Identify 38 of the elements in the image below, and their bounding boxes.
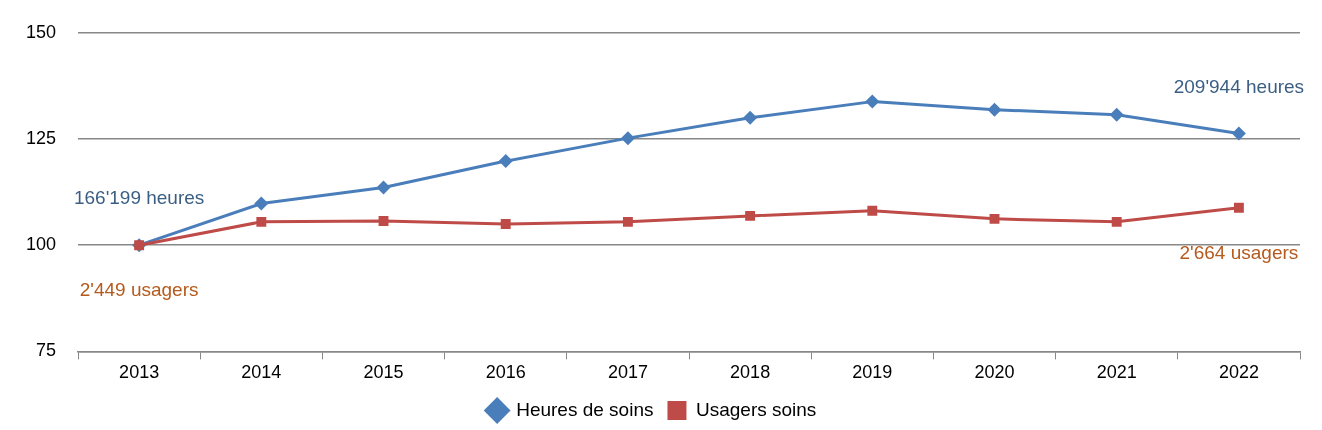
point [867, 205, 878, 216]
point [865, 94, 880, 109]
point [376, 180, 391, 195]
annotation: 209'944 heures [1173, 75, 1305, 97]
x-tick-label: 2014 [241, 362, 282, 383]
point [1109, 107, 1124, 122]
x-tick-label: 2017 [607, 362, 648, 383]
x-tick-label: 2022 [1218, 362, 1259, 383]
point [256, 216, 267, 227]
annotation: 2'664 usagers [1179, 242, 1299, 264]
annotation: 2'449 usagers [79, 279, 199, 301]
y-tick-label: 125 [25, 127, 57, 148]
point [1111, 216, 1122, 227]
point [378, 216, 389, 226]
y-tick-label: 75 [36, 340, 57, 361]
legend-label: Usagers soins [695, 398, 817, 420]
y-tick-label: 150 [25, 21, 57, 42]
point [989, 213, 1000, 224]
x-tick-label: 2018 [730, 362, 771, 383]
point [620, 131, 635, 146]
point [254, 196, 269, 211]
point [500, 219, 511, 229]
point [622, 216, 633, 227]
y-tick-label: 100 [25, 234, 57, 255]
x-tick-label: 2020 [974, 362, 1015, 383]
x-tick-label: 2015 [363, 362, 404, 383]
point [498, 154, 513, 169]
point [743, 110, 758, 125]
point [745, 210, 756, 221]
x-tick-label: 2021 [1096, 362, 1137, 383]
point [1233, 202, 1244, 213]
x-tick-label: 2019 [852, 362, 893, 383]
x-tick-label: 2016 [485, 362, 526, 383]
annotation: 166'199 heures [73, 187, 205, 209]
point [987, 102, 1002, 117]
point [1231, 126, 1246, 141]
legend-label: Heures de soins [516, 398, 654, 420]
x-tick-label: 2013 [119, 362, 160, 383]
